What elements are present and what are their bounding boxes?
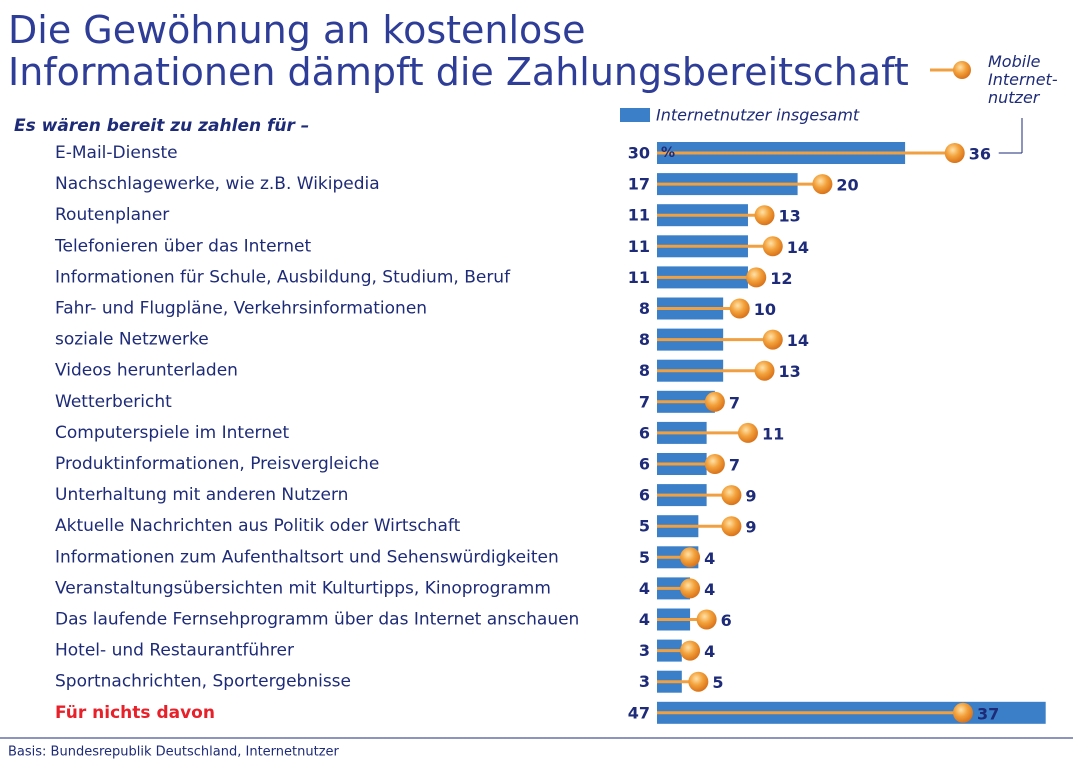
dot [721,516,742,537]
chart-title: Die Gewöhnung an kostenlose Informationen… [8,8,909,94]
dot [812,174,833,195]
value-label: 5 [639,548,650,567]
value-label: 6 [639,486,650,505]
value-label: 7 [639,392,650,411]
value-label: 12 [770,269,792,288]
footnote: Basis: Bundesrepublik Deutschland, Inter… [8,745,340,760]
value-label: 7 [729,456,740,475]
value-label: 11 [628,237,650,256]
category-label: Fahr- und Flugpläne, Verkehrsinformation… [55,299,427,319]
category-label: Veranstaltungsübersichten mit Kulturtipp… [55,578,551,598]
category-label: Informationen für Schule, Ausbildung, St… [55,267,511,287]
value-label: 6 [639,423,650,442]
value-label: 3 [639,672,650,691]
value-label: 37 [977,704,999,723]
dot [944,143,965,163]
legend-dot [953,61,971,79]
dot [721,485,742,506]
dot [729,298,750,319]
value-label: 4 [639,610,650,629]
category-label: Videos herunterladen [55,361,238,381]
dot [762,236,783,257]
dot [754,205,775,226]
unit-label: % [661,145,675,161]
category-label: Informationen zum Aufenthaltsort und Seh… [55,547,559,567]
value-label: 4 [704,642,715,661]
dot [754,360,775,381]
category-label: soziale Netzwerke [55,330,209,350]
value-label: 3 [639,641,650,660]
value-label: 11 [762,424,784,443]
legend-label: Internetnutzer insgesamt [656,106,860,125]
dot [680,578,701,599]
dot [746,267,767,288]
value-label: 30 [628,144,650,163]
dot [704,454,725,474]
dot [688,671,709,692]
dot [680,640,701,661]
category-label: Das laufende Fernsehprogramm über das In… [55,610,579,630]
dot [696,609,717,630]
value-label: 9 [745,518,756,537]
category-label: Für nichts davon [55,703,215,723]
value-label: 13 [779,207,801,226]
value-label: 14 [787,238,809,257]
dot [680,547,701,568]
value-label: 14 [787,331,809,350]
value-label: 11 [628,206,650,225]
category-label: Wetterbericht [55,392,172,412]
dot [952,702,973,723]
category-label: Sportnachrichten, Sportergebnisse [55,672,351,692]
dot [762,329,783,350]
category-label: Produktinformationen, Preisvergleiche [55,454,379,474]
category-label: Computerspiele im Internet [55,423,289,443]
value-label: 4 [639,579,650,598]
value-label: 7 [729,393,740,412]
value-label: 6 [721,611,732,630]
value-label: 4 [704,580,715,599]
value-label: 5 [712,673,723,692]
value-label: 4 [704,549,715,568]
value-label: 5 [639,517,650,536]
value-label: 8 [639,299,650,318]
dot [704,391,725,412]
value-label: 36 [969,145,991,164]
subtitle: Es wären bereit zu zahlen für – [14,116,309,136]
value-label: 8 [639,361,650,380]
category-label: Telefonieren über das Internet [54,236,311,256]
dot [737,422,758,443]
category-label: Unterhaltung mit anderen Nutzern [55,485,348,505]
category-label: E-Mail-Dienste [55,143,178,163]
value-label: 17 [628,175,650,194]
value-label: 20 [836,176,858,195]
value-label: 8 [639,330,650,349]
category-label: Aktuelle Nachrichten aus Politik oder Wi… [55,516,461,536]
value-label: 9 [745,487,756,506]
category-label: Nachschlagewerke, wie z.B. Wikipedia [55,174,380,194]
value-label: 6 [639,455,650,474]
legend-swatch [620,108,650,122]
category-label: Hotel- und Restaurantführer [55,641,294,661]
legend-label: Mobile Internet-nutzer [988,52,1058,107]
value-label: 10 [754,300,776,319]
value-label: 11 [628,268,650,287]
value-label: 13 [779,362,801,381]
value-label: 47 [628,703,650,722]
category-label: Routenplaner [55,205,169,225]
